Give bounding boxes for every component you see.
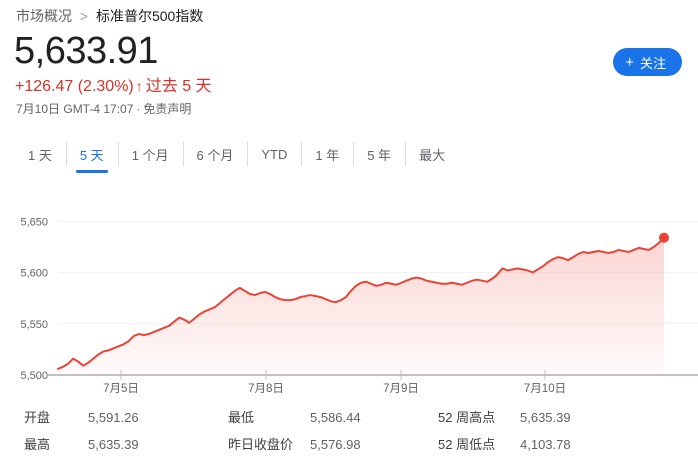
range-tab-0[interactable]: 1 天 <box>14 138 66 170</box>
price-chart[interactable]: 5,650 5,600 5,550 5,500 7月5日 7月8日 7月9日 7月10日 <box>0 190 698 395</box>
trend-up-arrow-icon: ↑ <box>135 78 143 94</box>
timestamp-text: 7月10日 GMT-4 17:07 <box>16 102 134 116</box>
range-tab-label: 最大 <box>419 147 446 163</box>
stat-value: 4,103.78 <box>520 437 571 452</box>
range-tab-label: 1 年 <box>315 147 340 163</box>
chart-x-tick-label: 7月5日 <box>103 383 139 395</box>
stat-value: 5,635.39 <box>88 437 139 452</box>
range-tab-label: 5 年 <box>367 147 392 163</box>
chart-area-fill <box>58 237 664 375</box>
follow-button-label: 关注 <box>639 55 666 71</box>
breadcrumb-parent-link[interactable]: 市场概况 <box>16 8 72 24</box>
stats-table: 开盘 5,591.26 最低 5,586.44 52 周高点 5,635.39 最高 5,63… <box>16 404 682 458</box>
range-tab-label: 1 个月 <box>131 147 169 163</box>
chart-y-tick-label: 5,550 <box>20 319 48 331</box>
range-tab-6[interactable]: 5 年 <box>353 138 405 170</box>
stat-value: 5,576.98 <box>310 437 361 452</box>
chart-x-tick-label: 7月9日 <box>383 383 419 395</box>
stat-label: 最低 <box>228 410 255 425</box>
chart-y-tick-label: 5,500 <box>20 370 48 382</box>
breadcrumb-current: 标准普尔500指数 <box>95 8 204 24</box>
current-price: 5,633.91 <box>14 30 158 72</box>
stat-label: 昨日收盘价 <box>228 437 294 452</box>
range-tabs: 1 天 5 天 1 个月 6 个月 YTD 1 年 5 年 最大 <box>14 138 459 173</box>
range-tab-5[interactable]: 1 年 <box>301 138 353 170</box>
stat-value: 5,635.39 <box>520 410 571 425</box>
stat-label: 开盘 <box>24 410 51 425</box>
quote-timestamp: 7月10日 GMT-4 17:07 · 免责声明 <box>16 101 191 117</box>
chart-line <box>57 236 665 370</box>
range-tab-2[interactable]: 1 个月 <box>117 138 183 170</box>
range-tab-label: 1 天 <box>28 147 52 163</box>
range-tab-1[interactable]: 5 天 <box>65 138 118 173</box>
range-tab-label: 5 天 <box>79 147 104 163</box>
chart-y-tick-label: 5,600 <box>20 268 48 280</box>
breadcrumb-separator: > <box>79 8 89 24</box>
timestamp-separator: · <box>136 102 141 116</box>
stat-value: 5,591.26 <box>88 410 139 425</box>
price-change-period: 过去 5 天 <box>145 78 212 95</box>
price-change-value: +126.47 (2.30%) <box>15 78 134 95</box>
stat-label: 最高 <box>24 437 51 452</box>
follow-button[interactable]: + 关注 <box>613 48 682 76</box>
breadcrumb: 市场概况 > 标准普尔500指数 <box>16 6 203 26</box>
stat-label: 52 周低点 <box>438 437 496 452</box>
chart-y-tick-label: 5,650 <box>20 216 48 228</box>
price-change: +126.47 (2.30%) ↑ 过去 5 天 <box>15 76 212 97</box>
chart-x-axis-ticks <box>120 370 546 380</box>
disclaimer-link[interactable]: 免责声明 <box>143 102 192 116</box>
range-tab-3[interactable]: 6 个月 <box>182 138 248 170</box>
chart-last-point-marker <box>659 232 669 243</box>
chart-x-axis-labels: 7月5日 7月8日 7月9日 7月10日 <box>103 383 566 395</box>
range-tab-label: YTD <box>261 146 288 162</box>
range-tab-7[interactable]: 最大 <box>405 138 459 170</box>
range-tab-label: 6 个月 <box>196 147 234 163</box>
chart-y-axis-labels: 5,650 5,600 5,550 5,500 <box>20 216 48 382</box>
range-tab-4[interactable]: YTD <box>247 138 301 170</box>
chart-x-tick-label: 7月8日 <box>248 383 284 395</box>
stat-label: 52 周高点 <box>438 410 496 425</box>
price-chart-svg: 5,650 5,600 5,550 5,500 7月5日 7月8日 7月9日 7月10日 <box>20 216 698 395</box>
stat-value: 5,586.44 <box>310 410 361 425</box>
plus-icon: + <box>625 53 634 71</box>
chart-x-tick-label: 7月10日 <box>524 383 566 395</box>
